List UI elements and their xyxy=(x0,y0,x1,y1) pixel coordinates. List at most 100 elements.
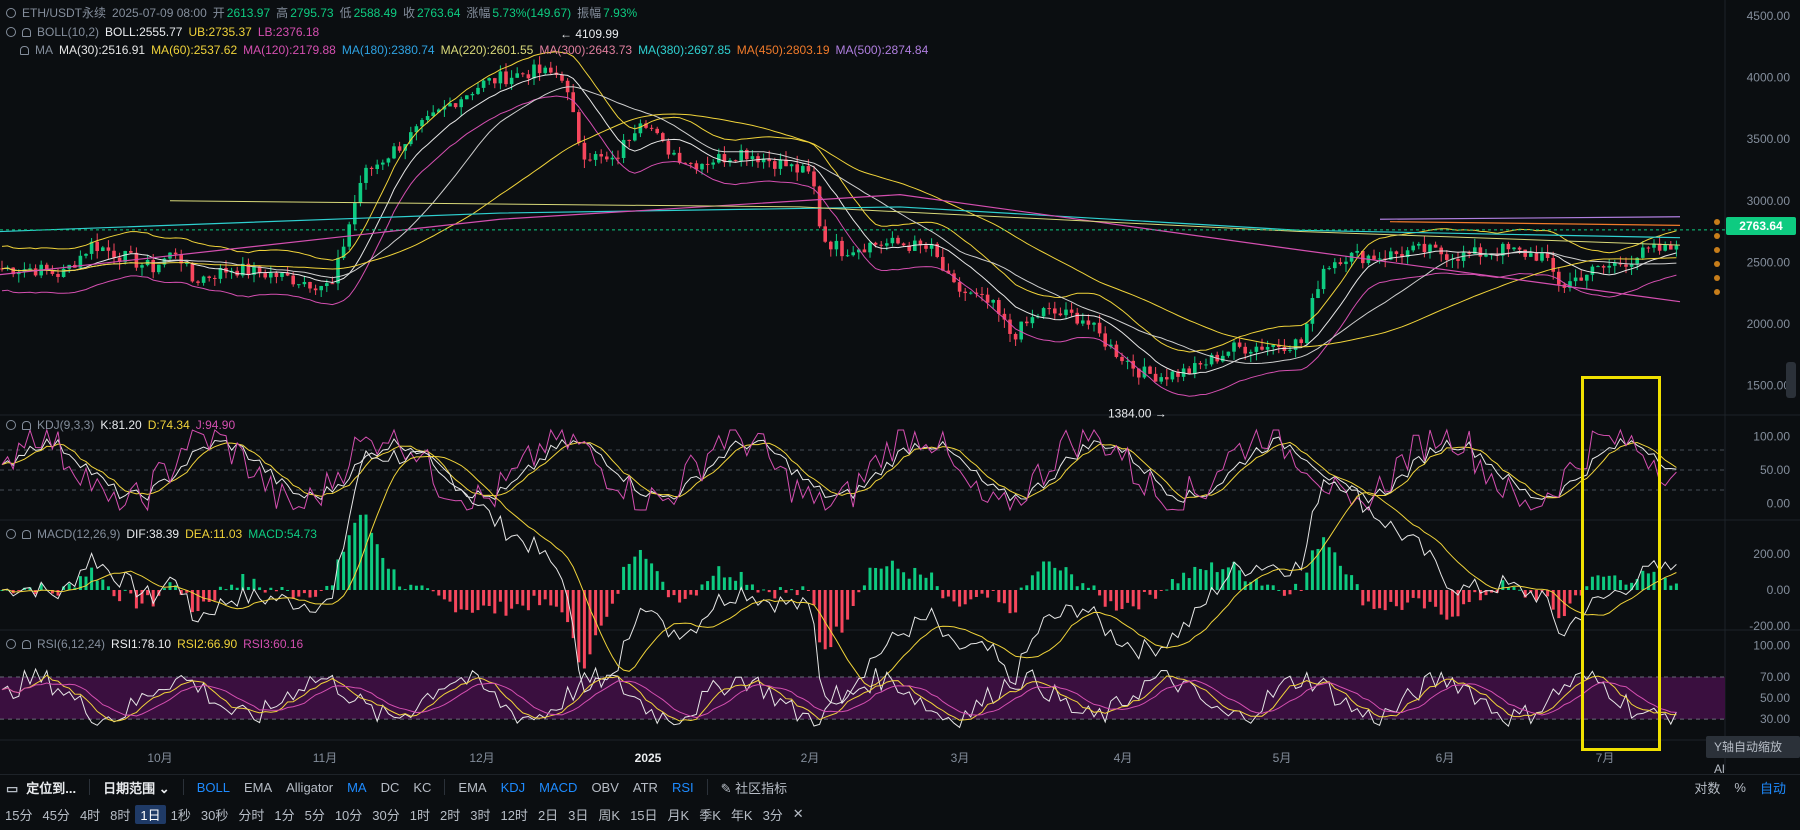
macd-histogram-bar xyxy=(1047,561,1051,590)
main-indicator-ma[interactable]: MA xyxy=(347,779,367,795)
interval-6[interactable]: 30秒 xyxy=(200,807,229,823)
macd-histogram-bar xyxy=(1098,590,1102,596)
percent-scale-toggle[interactable]: % xyxy=(1734,779,1746,795)
interval-8[interactable]: 1分 xyxy=(274,807,295,823)
interval-23[interactable]: 3分 xyxy=(762,807,783,823)
candle-body xyxy=(1450,258,1455,260)
candle-body xyxy=(526,74,531,79)
log-scale-toggle[interactable]: 对数 xyxy=(1694,780,1721,796)
macd-histogram-bar xyxy=(862,585,866,590)
interval-9[interactable]: 5分 xyxy=(304,807,325,823)
interval-1[interactable]: 45分 xyxy=(42,807,70,823)
collapse-icon[interactable] xyxy=(6,529,16,539)
interval-20[interactable]: 月K xyxy=(667,807,690,823)
rsi-legend: RSI(6,12,24) RSI1:78.10 RSI2:66.90 RSI3:60.… xyxy=(6,637,309,651)
candle-body xyxy=(1097,322,1102,334)
candle-body xyxy=(817,186,822,227)
interval-14[interactable]: 3时 xyxy=(470,807,491,823)
macd-histogram-bar xyxy=(885,566,889,590)
main-indicator-ema[interactable]: EMA xyxy=(243,779,273,795)
macd-histogram-bar xyxy=(711,575,715,590)
candle-body xyxy=(851,252,855,256)
macd-histogram-bar xyxy=(918,574,922,590)
macd-histogram-bar xyxy=(678,590,682,603)
macd-histogram-bar xyxy=(1042,561,1046,590)
interval-12[interactable]: 1时 xyxy=(409,807,430,823)
candle-body xyxy=(1551,257,1555,272)
collapse-icon[interactable] xyxy=(6,639,16,649)
interval-11[interactable]: 30分 xyxy=(372,807,400,823)
collapse-icon[interactable] xyxy=(6,8,16,18)
sub-indicator-rsi[interactable]: RSI xyxy=(671,779,694,795)
collapse-icon[interactable] xyxy=(6,420,16,430)
candle-body xyxy=(207,276,211,278)
sub-indicator-kdj[interactable]: KDJ xyxy=(500,779,526,795)
locate-button[interactable]: ▭ 定位到... xyxy=(6,780,77,796)
auto-scale-toggle[interactable]: 自动 xyxy=(1759,780,1786,796)
interval-7[interactable]: 分时 xyxy=(238,807,265,823)
price-axis-label: 2000.00 xyxy=(1747,317,1791,331)
interval-5[interactable]: 1秒 xyxy=(170,807,191,823)
collapse-icon[interactable] xyxy=(6,27,16,37)
interval-4[interactable]: 1日 xyxy=(135,804,166,824)
macd-histogram-bar xyxy=(34,590,38,595)
resize-handle[interactable] xyxy=(1786,362,1796,398)
macd-histogram-bar xyxy=(1238,570,1242,590)
interval-22[interactable]: 年K xyxy=(730,807,753,823)
candle-body xyxy=(134,252,139,268)
candle-body xyxy=(1170,371,1175,380)
candle-body xyxy=(980,293,984,295)
main-indicator-dc[interactable]: DC xyxy=(380,779,400,795)
close-icon[interactable]: ✕ xyxy=(792,806,804,821)
interval-0[interactable]: 15分 xyxy=(5,807,33,823)
macd-histogram-bar xyxy=(806,590,810,591)
community-indicator-button[interactable]: ✎ 社区指标 xyxy=(720,780,788,796)
interval-21[interactable]: 季K xyxy=(699,807,721,823)
kline-chart[interactable]: 4500.00 4000.00 3500.00 3000.00 2500.00 2000.… xyxy=(0,0,1800,770)
interval-19[interactable]: 15日 xyxy=(630,807,658,823)
sub-indicator-obv[interactable]: OBV xyxy=(591,779,619,795)
main-indicator-alligator[interactable]: Alligator xyxy=(286,779,334,795)
main-indicator-kc[interactable]: KC xyxy=(413,779,432,795)
candle-body xyxy=(218,268,223,279)
sub-indicator-ema[interactable]: EMA xyxy=(458,779,487,795)
interval-15[interactable]: 12时 xyxy=(500,807,528,823)
interval-18[interactable]: 周K xyxy=(598,807,621,823)
candle-body xyxy=(1282,346,1287,351)
macd-histogram-bar xyxy=(941,590,945,599)
kdj-axis-label: 0.00 xyxy=(1767,496,1791,510)
price-axis-label: 4500.00 xyxy=(1747,9,1791,23)
bell-icon[interactable] xyxy=(22,421,31,430)
macd-histogram-bar xyxy=(689,590,693,595)
candle-body xyxy=(1506,243,1511,250)
interval-16[interactable]: 2日 xyxy=(537,807,559,823)
bell-icon[interactable] xyxy=(22,640,31,649)
interval-3[interactable]: 8时 xyxy=(110,807,131,823)
bell-icon[interactable] xyxy=(20,46,29,55)
date-range-dropdown[interactable]: 日期范围 ⌄ xyxy=(103,780,170,796)
sub-indicator-macd[interactable]: MACD xyxy=(539,779,578,795)
interval-10[interactable]: 10分 xyxy=(334,807,363,823)
macd-histogram-bar xyxy=(1669,585,1673,590)
candle-body xyxy=(1198,363,1203,365)
macd-histogram-bar xyxy=(521,590,525,606)
candle-body xyxy=(1400,254,1404,258)
sub-indicator-atr[interactable]: ATR xyxy=(632,779,658,795)
macd-histogram-bar xyxy=(6,589,10,591)
macd-histogram-bar xyxy=(1478,590,1482,601)
macd-histogram-bar xyxy=(605,590,609,617)
bell-icon[interactable] xyxy=(22,28,31,37)
bell-icon[interactable] xyxy=(22,530,31,539)
candle-body xyxy=(666,140,671,155)
interval-2[interactable]: 4时 xyxy=(79,807,101,823)
macd-histogram-bar xyxy=(1036,571,1040,590)
main-indicator-boll[interactable]: BOLL xyxy=(196,779,230,795)
candle-body xyxy=(1663,244,1667,251)
candle-body xyxy=(341,246,346,259)
ma380-line xyxy=(0,206,1681,239)
interval-13[interactable]: 2时 xyxy=(440,807,461,823)
macd-histogram-bar xyxy=(1445,590,1449,620)
macd-histogram-bar xyxy=(1394,590,1398,607)
interval-17[interactable]: 3日 xyxy=(568,807,589,823)
candle-body xyxy=(1025,321,1029,324)
